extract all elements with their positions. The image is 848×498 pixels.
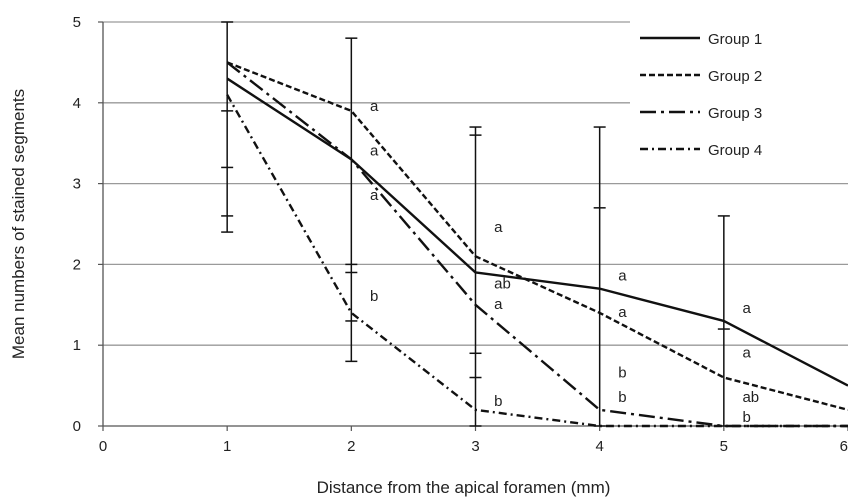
x-tick-label-0: 0 xyxy=(99,438,107,455)
y-tick-label-4: 4 xyxy=(73,95,81,112)
y-tick-label-5: 5 xyxy=(73,14,81,31)
annotation-label: b xyxy=(494,393,502,410)
error-bar-x1 xyxy=(221,21,234,233)
y-tick-label-0: 0 xyxy=(73,418,81,435)
annotation-label: a xyxy=(618,268,627,285)
error-bars xyxy=(221,21,730,427)
series-line-group-3 xyxy=(226,61,848,428)
y-tick-label-2: 2 xyxy=(73,256,81,273)
annotation-label: b xyxy=(618,389,626,406)
y-tick-label-1: 1 xyxy=(73,337,81,354)
annotation-label: ab xyxy=(494,276,511,293)
annotation-label: a xyxy=(494,219,503,236)
x-tick-label-5: 5 xyxy=(720,438,728,455)
y-tick-labels: 0 1 2 3 4 5 xyxy=(73,14,103,435)
annotation-label: a xyxy=(742,344,751,361)
annotation-label: a xyxy=(370,98,379,115)
y-axis-title: Mean numbers of stained segments xyxy=(9,89,28,359)
series-line-group-1 xyxy=(226,77,848,387)
legend-background xyxy=(630,20,848,170)
error-bar-x2 xyxy=(345,37,358,363)
x-tick-label-6: 6 xyxy=(840,438,848,455)
annotation-label: a xyxy=(370,142,379,159)
x-tick-label-3: 3 xyxy=(471,438,479,455)
annotation-label: a xyxy=(370,187,379,204)
y-tick-label-3: 3 xyxy=(73,176,81,193)
legend-label-3: Group 3 xyxy=(708,105,762,122)
x-tick-label-1: 1 xyxy=(223,438,231,455)
annotation-label: ab xyxy=(742,389,759,406)
error-bar-x3 xyxy=(469,126,482,427)
annotation-label: a xyxy=(494,296,503,313)
annotation-label: a xyxy=(618,304,627,321)
annotation-label: b xyxy=(618,365,626,382)
series-line-group-2 xyxy=(226,61,848,412)
legend-label-4: Group 4 xyxy=(708,142,762,159)
x-axis-title: Distance from the apical foramen (mm) xyxy=(317,478,611,497)
x-tick-label-2: 2 xyxy=(347,438,355,455)
legend-label-1: Group 1 xyxy=(708,31,762,48)
annotation-label: b xyxy=(742,409,750,426)
series-line-group-4 xyxy=(226,94,848,428)
legend-label-2: Group 2 xyxy=(708,68,762,85)
series-lines xyxy=(226,61,848,428)
annotation-label: b xyxy=(370,288,378,305)
legend: Group 1 Group 2 Group 3 Group 4 xyxy=(630,20,848,170)
error-bar-x4 xyxy=(593,126,606,427)
annotation-label: a xyxy=(742,300,751,317)
x-tick-label-4: 4 xyxy=(595,438,603,455)
x-tick-labels: 0 1 2 3 4 5 6 xyxy=(99,426,848,455)
